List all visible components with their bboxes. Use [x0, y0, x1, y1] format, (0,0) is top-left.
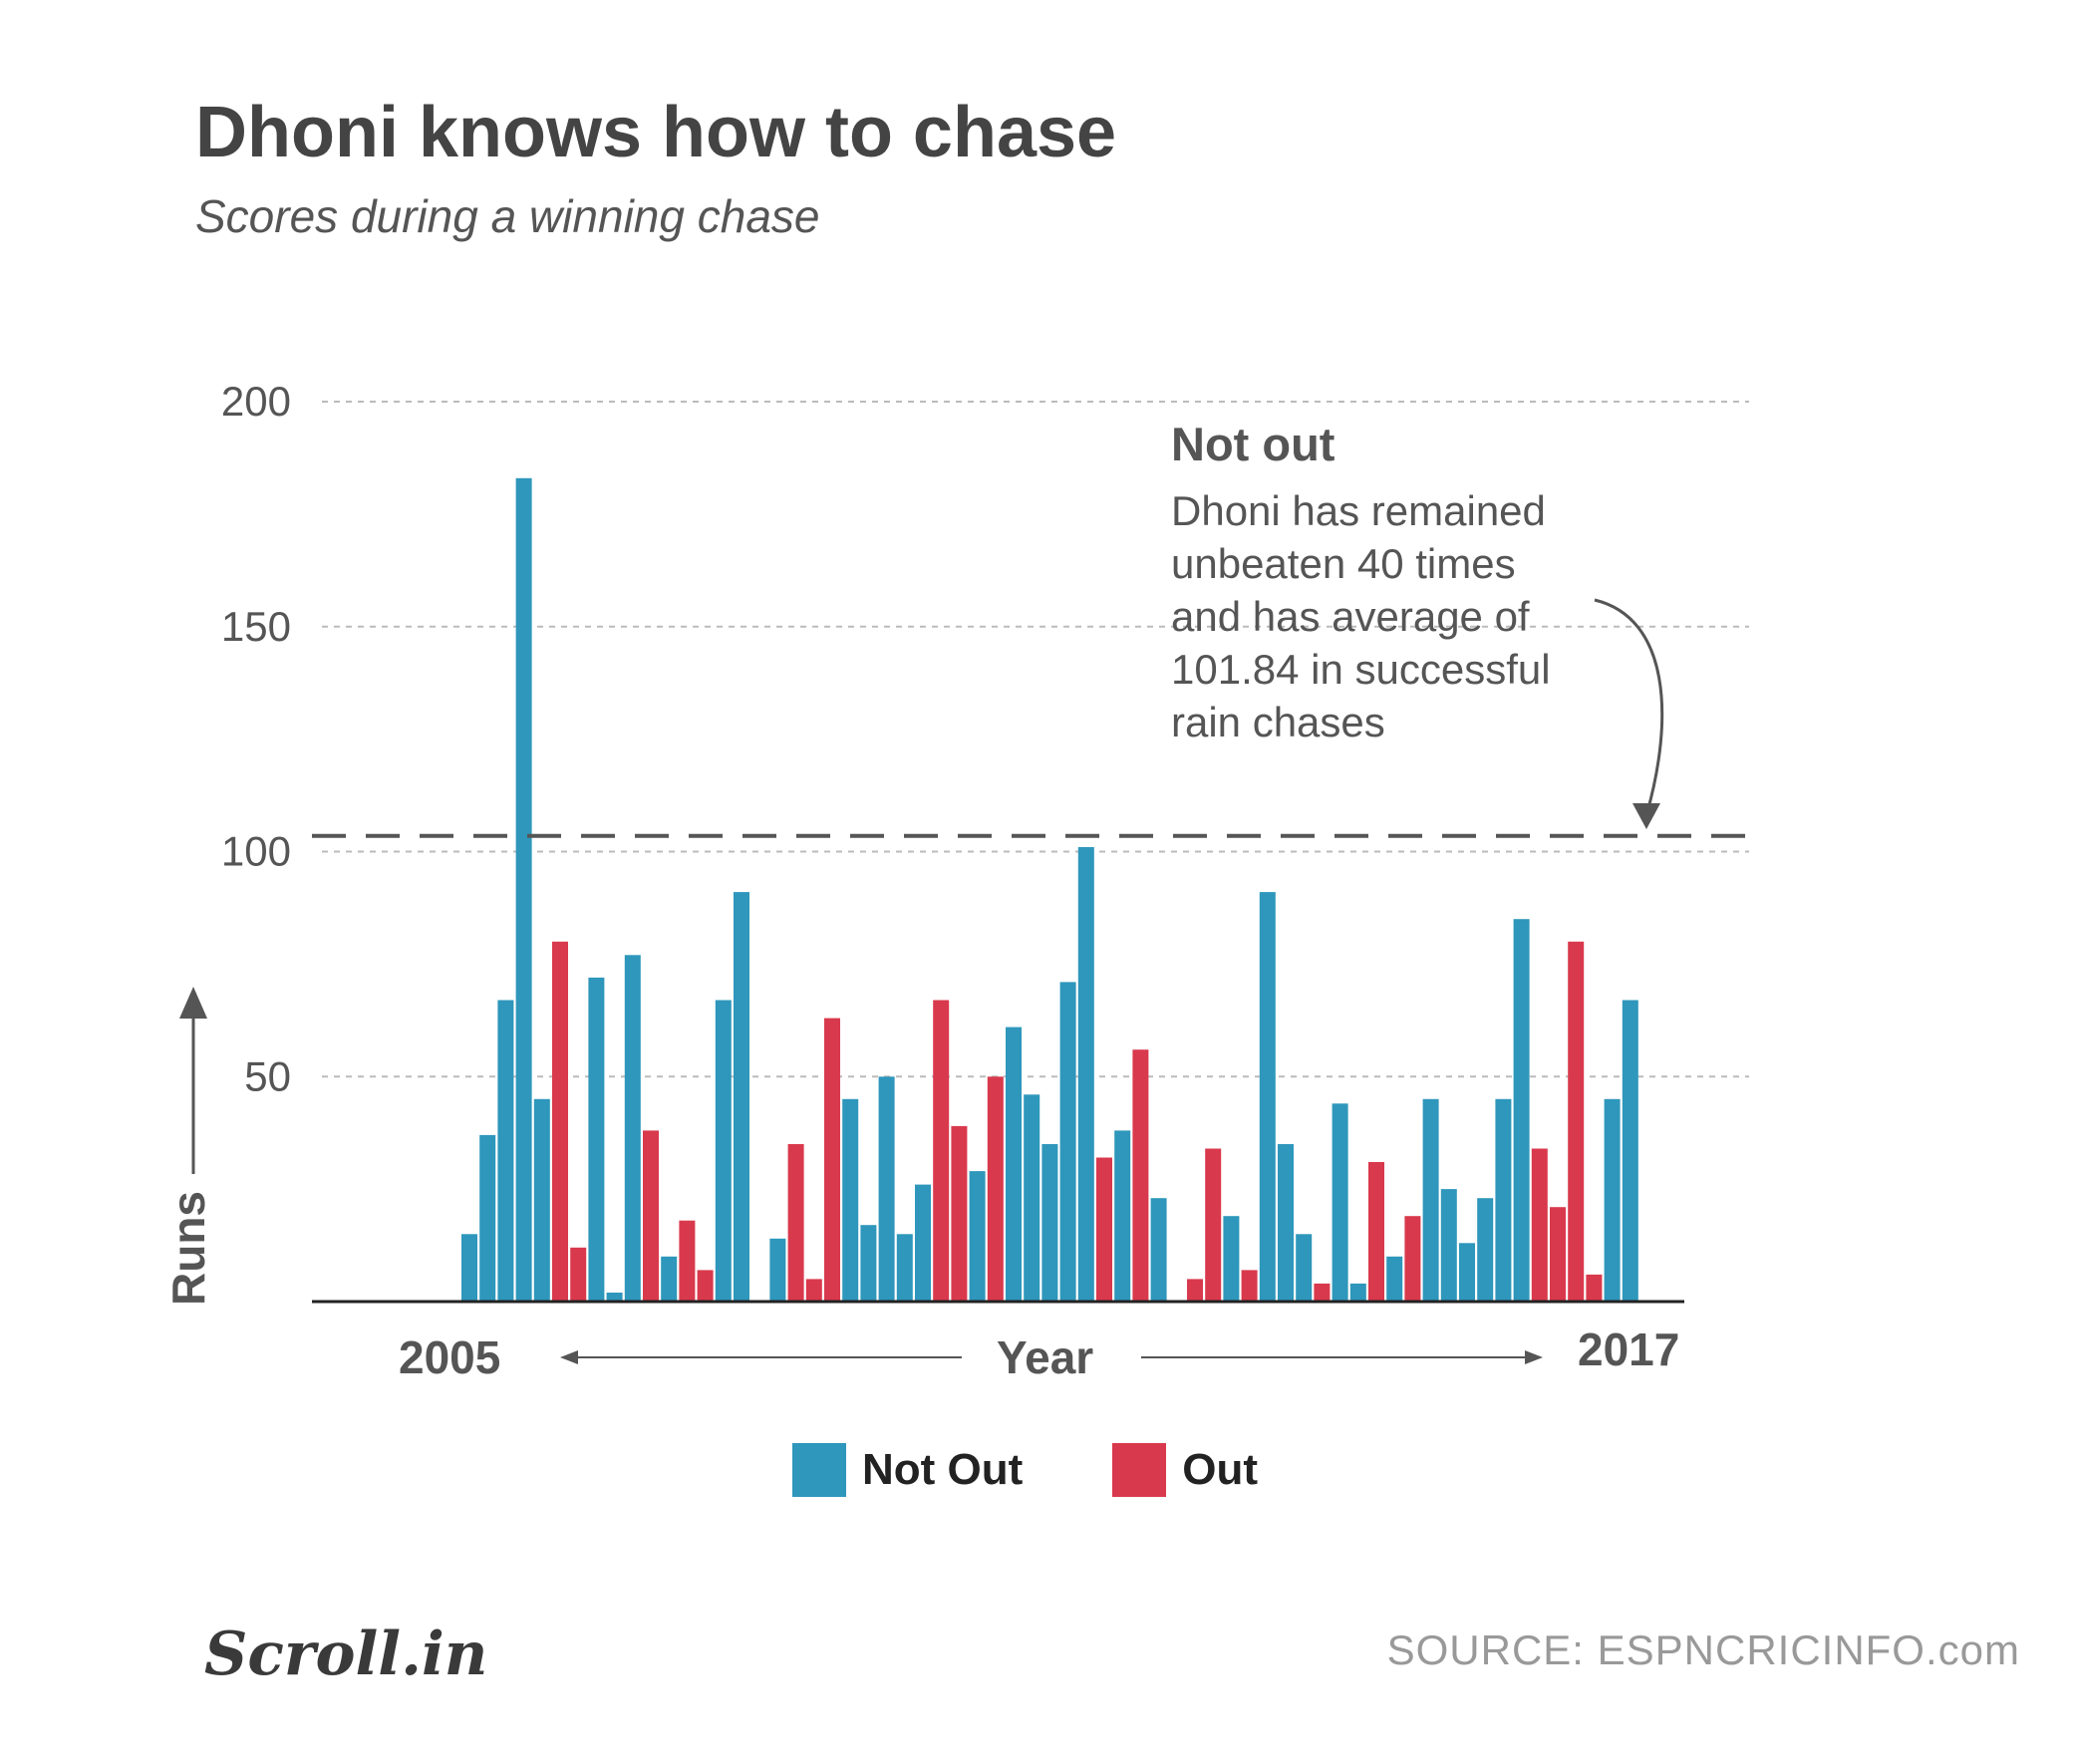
source-credit: SOURCE: ESPNCRICINFO.com — [1386, 1626, 2020, 1673]
bar-out — [1404, 1216, 1421, 1302]
bar-out — [697, 1270, 714, 1302]
bar-out — [679, 1220, 696, 1302]
y-axis-title-group: Runs — [162, 987, 214, 1306]
legend-label-not-out: Not Out — [862, 1445, 1024, 1494]
bar-out — [1531, 1148, 1548, 1302]
bar-not-out — [969, 1171, 986, 1302]
bar-not-out — [1604, 1098, 1621, 1302]
bar-not-out — [1041, 1144, 1058, 1302]
bar-not-out — [1440, 1189, 1457, 1302]
bar-out — [787, 1144, 804, 1302]
bar-not-out — [624, 955, 641, 1302]
bar-out — [1205, 1148, 1222, 1302]
bar-not-out — [588, 977, 605, 1302]
annotation-line: unbeaten 40 times — [1171, 540, 1516, 587]
x-axis-left-arrowhead — [560, 1350, 578, 1364]
bar-not-out — [842, 1098, 859, 1302]
legend-swatch-out — [1112, 1443, 1167, 1497]
x-axis-start-year: 2005 — [399, 1331, 500, 1383]
bar-out — [933, 1000, 950, 1302]
y-tick-label: 50 — [244, 1052, 291, 1099]
x-axis-end-year: 2017 — [1578, 1323, 1679, 1375]
bar-out — [570, 1247, 587, 1302]
bar-not-out — [515, 477, 532, 1302]
gridlines — [322, 401, 1749, 1078]
bar-not-out — [1278, 1144, 1294, 1302]
y-axis-title: Runs — [162, 1191, 214, 1306]
bar-not-out — [1077, 847, 1094, 1302]
bar-not-out — [1513, 919, 1530, 1302]
scroll-logo: Scroll.in — [204, 1619, 488, 1689]
annotation-arrowhead — [1632, 803, 1660, 829]
bar-out — [643, 1130, 659, 1302]
annotation-line: 101.84 in successful — [1171, 646, 1551, 693]
legend-swatch-not-out — [792, 1443, 846, 1497]
annotation-line: rain chases — [1171, 699, 1385, 745]
legend-item-out: Out — [1112, 1443, 1258, 1497]
bar-out — [1550, 1207, 1566, 1302]
bar-out — [824, 1018, 840, 1302]
bar-out — [1132, 1049, 1149, 1302]
bar-out — [951, 1125, 968, 1302]
bar-not-out — [915, 1184, 931, 1302]
bar-not-out — [1332, 1103, 1348, 1302]
bar-not-out — [734, 892, 749, 1302]
legend-label-out: Out — [1182, 1445, 1259, 1494]
bar-not-out — [896, 1234, 913, 1302]
bar-out — [1586, 1274, 1603, 1302]
x-axis-right-arrowhead — [1525, 1350, 1543, 1364]
bar-not-out — [1386, 1256, 1403, 1302]
annotation-title: Not out — [1171, 418, 1335, 470]
bar-not-out — [533, 1098, 550, 1302]
bar-not-out — [1223, 1216, 1240, 1302]
bar-not-out — [1006, 1027, 1022, 1302]
bar-not-out — [715, 1000, 732, 1302]
bar-out — [1568, 941, 1585, 1302]
y-axis-ticks: 50 100 150 200 — [221, 378, 291, 1099]
bar-out — [805, 1279, 822, 1302]
bar-not-out — [860, 1225, 877, 1302]
bar-out — [1241, 1270, 1258, 1302]
chart-subtitle: Scores during a winning chase — [195, 190, 820, 242]
bars-group — [461, 477, 1638, 1302]
bar-not-out — [1349, 1283, 1366, 1302]
bar-not-out — [606, 1293, 623, 1302]
bar-not-out — [1024, 1094, 1040, 1302]
bar-out — [1368, 1162, 1384, 1302]
bar-not-out — [878, 1076, 895, 1302]
bar-not-out — [1114, 1130, 1131, 1302]
bar-out — [552, 941, 568, 1302]
bar-not-out — [1459, 1243, 1475, 1302]
bar-not-out — [1622, 1000, 1638, 1302]
bar-not-out — [1150, 1198, 1167, 1302]
bar-not-out — [479, 1134, 496, 1302]
y-tick-label: 200 — [221, 378, 291, 425]
legend: Not Out Out — [792, 1443, 1347, 1497]
bar-not-out — [1296, 1234, 1313, 1302]
x-axis-title: Year — [997, 1331, 1093, 1383]
bar-not-out — [661, 1256, 678, 1302]
y-tick-label: 150 — [221, 603, 291, 650]
legend-item-not-out: Not Out — [792, 1443, 1023, 1497]
bar-not-out — [497, 1000, 514, 1302]
bar-out — [987, 1076, 1004, 1302]
bar-not-out — [1259, 892, 1276, 1302]
bar-not-out — [1059, 982, 1076, 1302]
bar-not-out — [769, 1238, 786, 1302]
bar-out — [1314, 1283, 1331, 1302]
bar-out — [1096, 1157, 1112, 1302]
annotation-arrow — [1594, 598, 1664, 816]
bar-not-out — [461, 1234, 477, 1302]
annotation-line: Dhoni has remained — [1171, 487, 1546, 534]
bar-out — [1187, 1279, 1203, 1302]
y-axis-arrowhead — [179, 987, 207, 1019]
annotation-line: and has average of — [1171, 593, 1530, 640]
bar-not-out — [1422, 1098, 1439, 1302]
bar-not-out — [1495, 1098, 1512, 1302]
chart-title: Dhoni knows how to chase — [195, 93, 1117, 172]
bar-not-out — [1477, 1198, 1494, 1302]
y-tick-label: 100 — [221, 828, 291, 875]
